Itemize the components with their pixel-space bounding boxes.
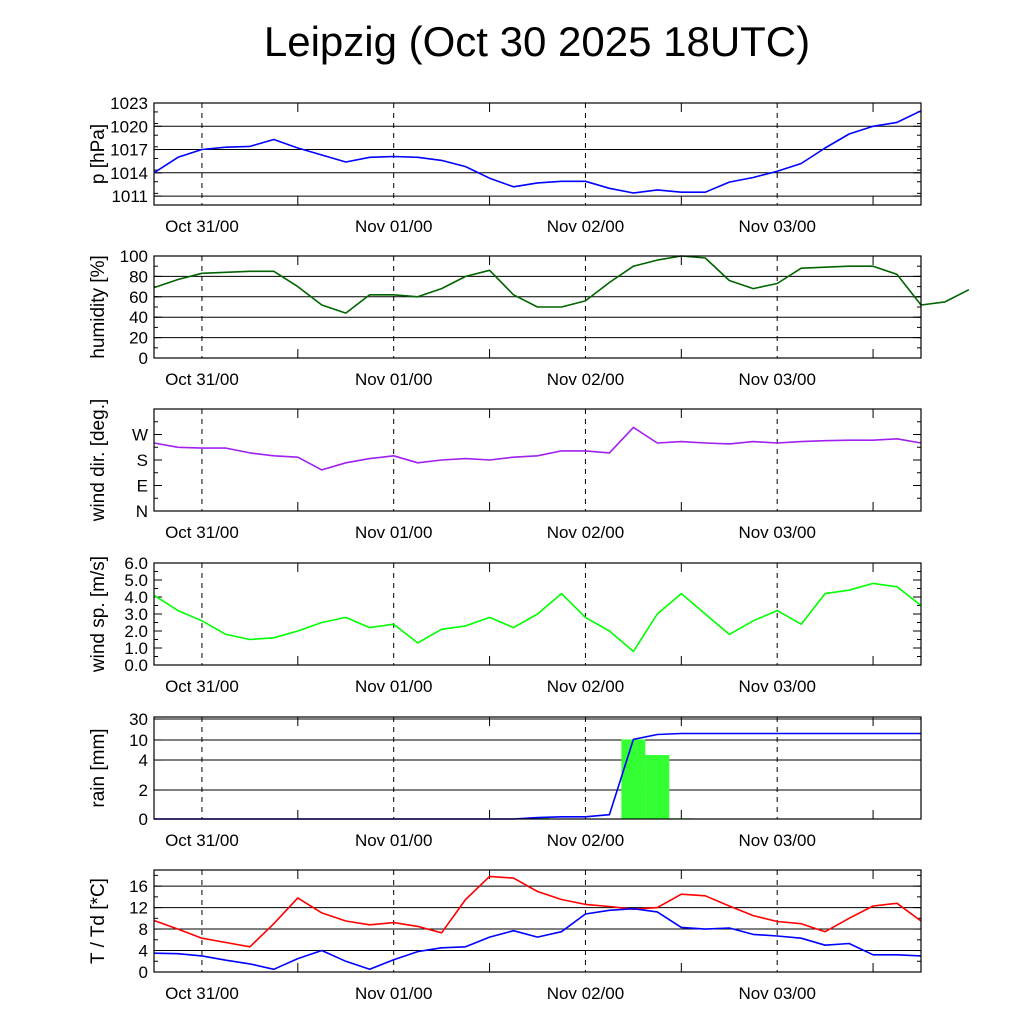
x-tick-label: Nov 02/00: [547, 831, 625, 850]
x-tick-label: Nov 01/00: [355, 370, 433, 389]
y-tick-label: S: [137, 451, 148, 470]
rain-bar: [645, 755, 670, 819]
y-tick-label: 1011: [111, 187, 148, 206]
y-tick-label: 1023: [110, 94, 148, 113]
y-tick-label: 3.0: [124, 605, 148, 624]
y-axis-label: rain [mm]: [88, 728, 109, 807]
plot-frame: [153, 562, 922, 666]
y-axis-label: T / Td [*C]: [88, 878, 109, 964]
y-tick-label: 4.0: [124, 588, 148, 607]
y-tick-label: 16: [129, 877, 148, 896]
y-tick-label: 2.0: [124, 622, 148, 641]
y-tick-label: 1014: [110, 164, 148, 183]
x-tick-label: Nov 01/00: [355, 984, 433, 1003]
y-tick-label: 80: [129, 267, 148, 286]
wind_speed-panel: 0.01.02.03.04.05.06.0 Oct 31/00 Nov 01/00 N…: [88, 554, 922, 696]
plot-frame: [153, 102, 922, 206]
x-tick-label: Nov 01/00: [355, 217, 433, 236]
wind_direction-series-wind-direction-line: [153, 426, 922, 471]
y-tick-label: 8: [139, 920, 148, 939]
x-tick-label: Oct 31/00: [165, 370, 239, 389]
y-tick-label: E: [137, 477, 148, 496]
y-tick-label: 4: [139, 942, 148, 961]
rain-panel: 0 2 410 30 Oct 31/00 Nov 01/00 Nov 02/00 Nov 03…: [88, 710, 922, 850]
humidity-series-humidity-line: [153, 255, 970, 314]
rain-series-accumulated-precipitation-line: [154, 732, 921, 820]
y-axis-label: wind dir. [deg.]: [88, 399, 109, 523]
x-tick-label: Oct 31/00: [165, 831, 239, 850]
y-tick-label: 100: [120, 247, 148, 266]
y-tick-label: 1020: [110, 117, 148, 136]
y-tick-label: 0.0: [124, 656, 148, 675]
x-tick-label: Nov 01/00: [355, 831, 433, 850]
x-tick-label: Nov 01/00: [355, 523, 433, 542]
y-tick-label: 0: [139, 349, 148, 368]
y-tick-label: 1.0: [124, 639, 148, 658]
y-axis-label: wind sp. [m/s]: [88, 556, 109, 673]
x-tick-label: Nov 03/00: [738, 217, 816, 236]
rain-bar: [621, 739, 646, 819]
x-tick-label: Nov 02/00: [547, 370, 625, 389]
y-tick-label: N: [136, 502, 148, 521]
x-tick-label: Nov 02/00: [547, 523, 625, 542]
x-tick-label: Oct 31/00: [165, 677, 239, 696]
x-tick-label: Oct 31/00: [165, 217, 239, 236]
y-tick-label: 4: [139, 751, 148, 770]
y-tick-label: 20: [129, 329, 148, 348]
y-tick-label: W: [132, 426, 148, 445]
x-tick-label: Nov 01/00: [355, 677, 433, 696]
y-tick-label: 0: [139, 963, 148, 982]
x-tick-label: Nov 03/00: [738, 984, 816, 1003]
plot-frame: [153, 869, 922, 973]
y-tick-label: 5.0: [124, 571, 148, 590]
y-tick-label: 40: [129, 308, 148, 327]
plot-frame: [153, 255, 922, 359]
x-tick-label: Nov 03/00: [738, 370, 816, 389]
temperature-series-t-line: [153, 875, 922, 948]
wind_speed-series-wind-speed-line: [153, 582, 922, 653]
y-axis-label: humidity [%]: [88, 255, 109, 358]
chart-title: Leipzig (Oct 30 2025 18UTC): [263, 18, 811, 65]
x-tick-label: Nov 02/00: [547, 984, 625, 1003]
y-tick-label: 60: [129, 288, 148, 307]
y-tick-label: 0: [139, 810, 148, 829]
y-tick-label: 6.0: [124, 554, 148, 573]
plot-frame: [153, 716, 922, 820]
y-tick-label: 30: [129, 710, 148, 729]
y-tick-label: 12: [129, 899, 148, 918]
x-tick-label: Nov 02/00: [547, 217, 625, 236]
temperature-series-td-line: [153, 907, 922, 971]
x-tick-label: Nov 03/00: [738, 523, 816, 542]
y-axis-label: p [hPa]: [88, 124, 109, 184]
x-tick-label: Nov 03/00: [738, 831, 816, 850]
x-tick-label: Nov 03/00: [738, 677, 816, 696]
pressure-panel: 1011 1014 1017 1020 1023 Oct 31/00 Nov 01/00 No…: [88, 94, 922, 236]
x-tick-label: Nov 02/00: [547, 677, 625, 696]
pressure-series-pressure-line: [153, 110, 922, 194]
x-tick-label: Oct 31/00: [165, 523, 239, 542]
plot-frame: [153, 408, 922, 512]
y-tick-label: 10: [129, 731, 148, 750]
x-tick-label: Oct 31/00: [165, 984, 239, 1003]
y-tick-label: 2: [139, 781, 148, 800]
temperature-panel: 0 4 8 12 16 Oct 31/00 Nov 01/00 Nov 02/00 Nov 03…: [88, 869, 922, 1003]
y-tick-label: 1017: [110, 141, 148, 160]
